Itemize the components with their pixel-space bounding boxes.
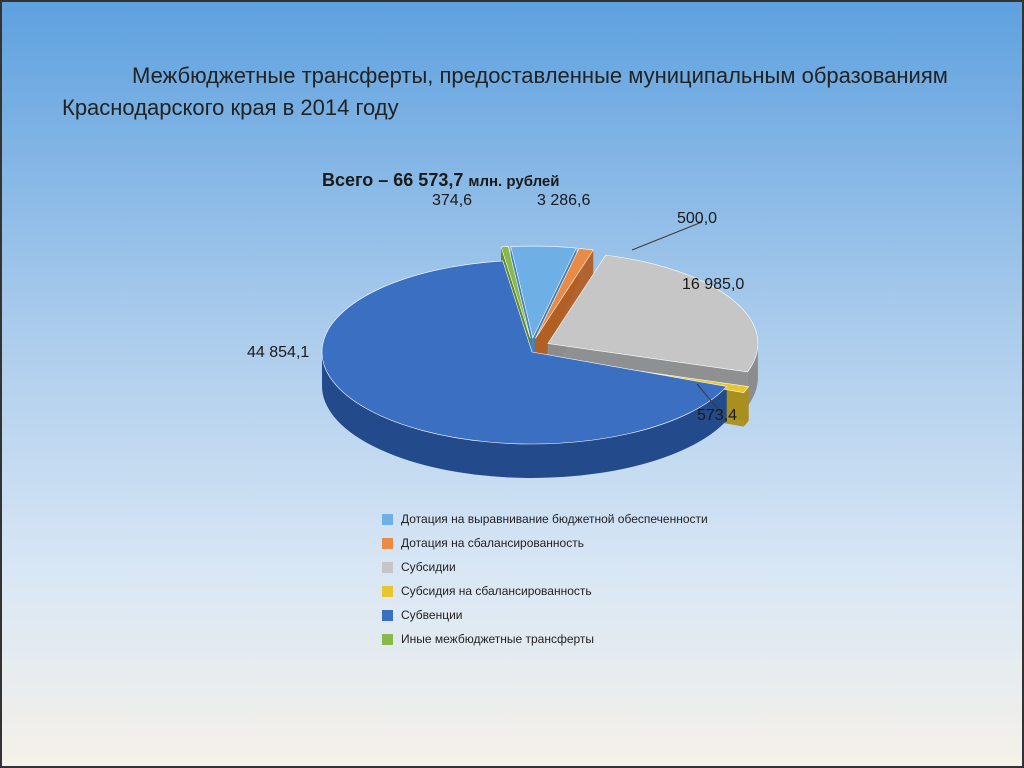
page-title: Межбюджетные трансферты, предоставленные… bbox=[62, 60, 952, 124]
legend: Дотация на выравнивание бюджетной обеспе… bbox=[382, 512, 708, 656]
legend-item: Субсидии bbox=[382, 560, 708, 574]
legend-swatch bbox=[382, 586, 393, 597]
legend-swatch bbox=[382, 634, 393, 645]
legend-label: Субсидия на сбалансированность bbox=[401, 584, 592, 598]
legend-label: Субвенции bbox=[401, 608, 463, 622]
data-label: 3 286,6 bbox=[537, 192, 590, 210]
legend-item: Субсидия на сбалансированность bbox=[382, 584, 708, 598]
legend-label: Субсидии bbox=[401, 560, 456, 574]
legend-item: Дотация на выравнивание бюджетной обеспе… bbox=[382, 512, 708, 526]
data-label: 44 854,1 bbox=[247, 344, 309, 362]
legend-label: Иные межбюджетные трансферты bbox=[401, 632, 594, 646]
legend-item: Дотация на сбалансированность bbox=[382, 536, 708, 550]
legend-item: Иные межбюджетные трансферты bbox=[382, 632, 708, 646]
data-label: 573,4 bbox=[697, 407, 737, 425]
data-label: 16 985,0 bbox=[682, 276, 744, 294]
legend-swatch bbox=[382, 610, 393, 621]
legend-swatch bbox=[382, 514, 393, 525]
legend-label: Дотация на сбалансированность bbox=[401, 536, 584, 550]
data-label: 374,6 bbox=[432, 192, 472, 210]
pie-chart bbox=[142, 182, 842, 562]
legend-swatch bbox=[382, 562, 393, 573]
slide: Межбюджетные трансферты, предоставленные… bbox=[0, 0, 1024, 768]
legend-label: Дотация на выравнивание бюджетной обеспе… bbox=[401, 512, 708, 526]
legend-swatch bbox=[382, 538, 393, 549]
data-label: 500,0 bbox=[677, 210, 717, 228]
legend-item: Субвенции bbox=[382, 608, 708, 622]
